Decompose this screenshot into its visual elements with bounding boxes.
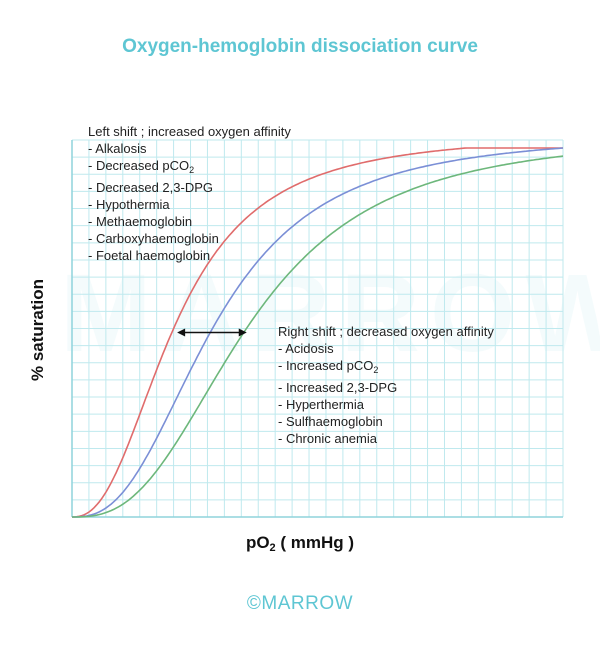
curve-normal: [72, 147, 564, 518]
shift-arrow-head-right: [238, 328, 247, 337]
curve-left: [72, 147, 563, 518]
left-shift-note: Left shift ; increased oxygen affinity -…: [88, 123, 291, 264]
left-shift-item: - Methaemoglobin: [88, 214, 193, 229]
right-shift-item: - Sulfhaemoglobin: [278, 414, 383, 429]
left-shift-heading: Left shift ; increased oxygen affinity: [88, 124, 291, 139]
chart-curves: [72, 147, 564, 518]
shift-arrow: [177, 328, 247, 337]
right-shift-item: - Increased 2,3-DPG: [278, 380, 398, 395]
y-axis-label: % saturation: [28, 278, 47, 382]
right-shift-item: - Increased pCO2: [278, 358, 379, 375]
left-shift-item: - Carboxyhaemoglobin: [88, 231, 219, 246]
right-shift-list: - Acidosis - Increased pCO2 - Increased 2,…: [278, 340, 494, 447]
chart-axes: [71, 140, 563, 518]
left-shift-item: - Alkalosis: [88, 141, 147, 156]
x-axis-label-main: pO: [245, 533, 270, 552]
x-axis-label: pO2 ( mmHg ): [0, 533, 600, 554]
left-shift-item: - Decreased pCO2: [88, 158, 195, 175]
right-shift-note: Right shift ; decreased oxygen affinity …: [278, 323, 494, 447]
chart-title: Oxygen-hemoglobin dissociation curve: [122, 36, 478, 57]
right-shift-item: - Hyperthermia: [278, 397, 364, 412]
right-shift-heading: Right shift ; decreased oxygen affinity: [278, 324, 494, 339]
right-shift-item: - Acidosis: [278, 341, 334, 356]
left-shift-list: - Alkalosis - Decreased pCO2 - Decreased 2…: [88, 140, 291, 264]
x-axis-label-tail: ( mmHg ): [275, 533, 355, 552]
left-shift-item: - Hypothermia: [88, 197, 170, 212]
curve-right: [72, 155, 564, 518]
left-shift-item: - Decreased 2,3-DPG: [88, 180, 213, 195]
x-axis-label-sub: 2: [269, 542, 276, 554]
brand-logo-text: ©MARROW: [246, 593, 354, 614]
left-shift-item: - Foetal haemoglobin: [88, 248, 211, 263]
right-shift-item: - Chronic anemia: [278, 431, 377, 446]
shift-arrow-head-left: [177, 328, 186, 337]
